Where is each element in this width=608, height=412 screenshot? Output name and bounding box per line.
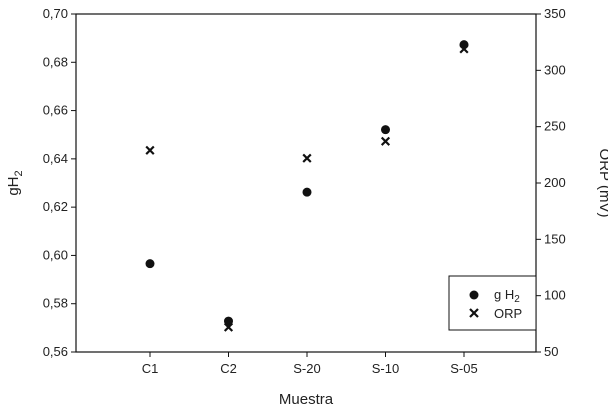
right-y-axis-title: ORP (mV) [596,149,608,218]
right-y-tick-label: 300 [544,62,566,77]
series-orp-points [145,44,469,332]
orp-point [223,322,234,332]
left-y-tick-label: 0,66 [43,103,68,118]
orp-point [145,145,155,155]
left-y-tick-label: 0,64 [43,151,68,166]
x-axis-title: Muestra [279,391,334,408]
orp-point [380,136,391,146]
right-y-axis-ticks: 50 100 150 200 250 300 350 [536,6,566,359]
legend: g H2 ORP [448,275,537,331]
x-tick-label: S-10 [372,361,399,376]
x-tick-label: C1 [142,361,159,376]
orp-point [302,153,312,163]
left-y-axis-title-main: gH [5,176,22,195]
legend-label-gh2-main: g H [494,287,514,302]
right-y-tick-label: 100 [544,288,566,303]
right-y-tick-label: 200 [544,175,566,190]
left-y-axis-title-subscript: 2 [13,170,25,176]
legend-label-orp: ORP [494,306,522,321]
right-y-tick-label: 50 [544,344,558,359]
right-y-tick-label: 250 [544,119,566,134]
left-y-tick-label: 0,56 [43,344,68,359]
left-y-tick-label: 0,70 [43,6,68,21]
gh2-point [224,316,233,326]
legend-label-gh2: g H2 [494,287,520,305]
left-y-tick-label: 0,60 [43,247,68,262]
orp-point [459,44,469,54]
x-axis-ticks: C1 C2 S-20 S-10 S-05 [142,352,478,376]
gh2-point [302,187,312,197]
x-tick-label: S-05 [450,361,477,376]
gh2-point [145,259,155,269]
right-y-tick-label: 350 [544,6,566,21]
left-y-axis-title: gH2 [5,170,25,195]
left-y-tick-label: 0,58 [43,296,68,311]
legend-marker-orp [469,308,479,318]
left-y-axis-ticks: 0,56 0,58 0,60 0,62 0,64 0,66 0,68 0,70 [43,6,76,359]
right-y-tick-label: 150 [544,231,566,246]
x-tick-label: S-20 [293,361,320,376]
gh2-point [381,125,390,135]
legend-box [448,275,537,331]
left-y-tick-label: 0,62 [43,199,68,214]
legend-marker-gh2 [469,290,479,300]
series-gh2-points [145,40,469,326]
left-y-tick-label: 0,68 [43,54,68,69]
legend-label-gh2-subscript: 2 [514,294,520,305]
x-tick-label: C2 [220,361,237,376]
